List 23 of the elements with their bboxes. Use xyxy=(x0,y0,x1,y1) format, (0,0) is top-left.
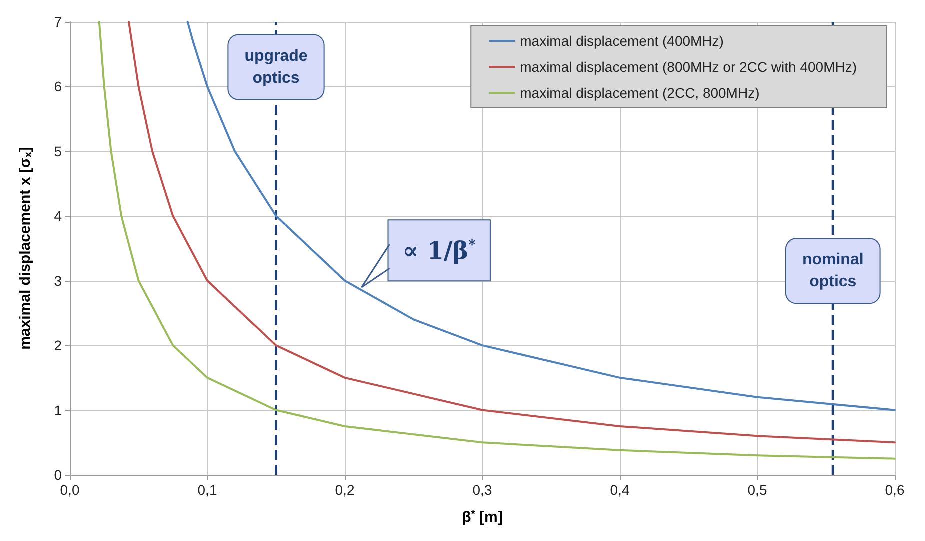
y-tick-label: 0 xyxy=(54,467,62,483)
x-tick-label: 0,3 xyxy=(472,482,492,498)
x-tick-label: 0,2 xyxy=(335,482,355,498)
y-tick-label: 5 xyxy=(54,143,62,160)
y-tick-label: 2 xyxy=(54,338,62,354)
y-tick-label: 1 xyxy=(54,402,62,418)
x-tick-label: 0,5 xyxy=(748,482,768,498)
legend-label: maximal displacement (2CC, 800MHz) xyxy=(520,85,760,101)
x-axis-title: β* [m] xyxy=(462,508,503,526)
x-tick-label: 0,6 xyxy=(885,482,905,498)
y-tick-label: 4 xyxy=(54,208,62,224)
y-tick-label: 7 xyxy=(54,14,62,30)
ref-line-label: upgrade optics xyxy=(244,48,308,87)
y-tick-label: 6 xyxy=(54,78,62,95)
y-tick-label: 3 xyxy=(54,272,62,289)
legend-label: maximal displacement (800MHz or 2CC with 400MHz) xyxy=(520,59,858,75)
x-tick-label: 0,4 xyxy=(610,482,630,498)
annotation: ∝ 1/β* xyxy=(402,236,477,266)
x-tick-label: 0,1 xyxy=(198,482,218,498)
legend-label: maximal displacement (400MHz) xyxy=(520,33,724,49)
y-axis-title: maximal displacement x [σx] xyxy=(17,147,34,350)
ref-line-label: nominal optics xyxy=(802,252,864,291)
x-tick-label: 0,0 xyxy=(60,482,80,498)
